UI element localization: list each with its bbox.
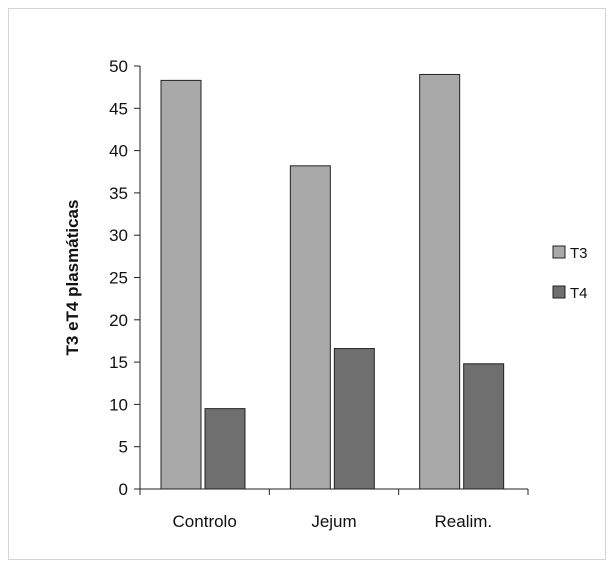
y-tick-label: 5	[119, 438, 128, 457]
bar-t4-controlo	[204, 408, 246, 490]
y-tick-label: 35	[109, 184, 128, 203]
bar-t3-controlo	[160, 79, 202, 490]
bar-t4-realim	[463, 363, 505, 490]
legend-swatch-t3	[552, 245, 566, 259]
y-tick-label: 45	[109, 99, 128, 118]
legend-swatch-t4	[552, 285, 566, 299]
x-categories: Controlo Jejum Realim.	[173, 512, 493, 531]
y-tick-label: 15	[109, 353, 128, 372]
y-tick-label: 20	[109, 311, 128, 330]
legend-label-t3: T3	[570, 245, 588, 262]
y-tick-label: 30	[109, 226, 128, 245]
y-tick-label: 0	[119, 480, 128, 499]
x-category-label: Realim.	[435, 512, 493, 531]
x-category-label: Controlo	[173, 512, 237, 531]
y-tick-label: 40	[109, 142, 128, 161]
legend-label-t4: T4	[570, 285, 588, 302]
bar-t3-jejum	[289, 165, 331, 490]
y-tick-label: 25	[109, 269, 128, 288]
legend: T3 T4	[552, 245, 588, 302]
y-ticks: 0 5 10 15 20 25 30 35 40 45 50	[109, 57, 140, 499]
bar-t4-jejum	[333, 348, 375, 490]
y-tick-label: 10	[109, 395, 128, 414]
y-axis-label: T3 eT4 plasmáticas	[63, 200, 82, 356]
chart-bars	[160, 73, 505, 490]
bar-t3-realim	[419, 73, 461, 490]
x-category-label: Jejum	[311, 512, 356, 531]
y-tick-label: 50	[109, 57, 128, 76]
